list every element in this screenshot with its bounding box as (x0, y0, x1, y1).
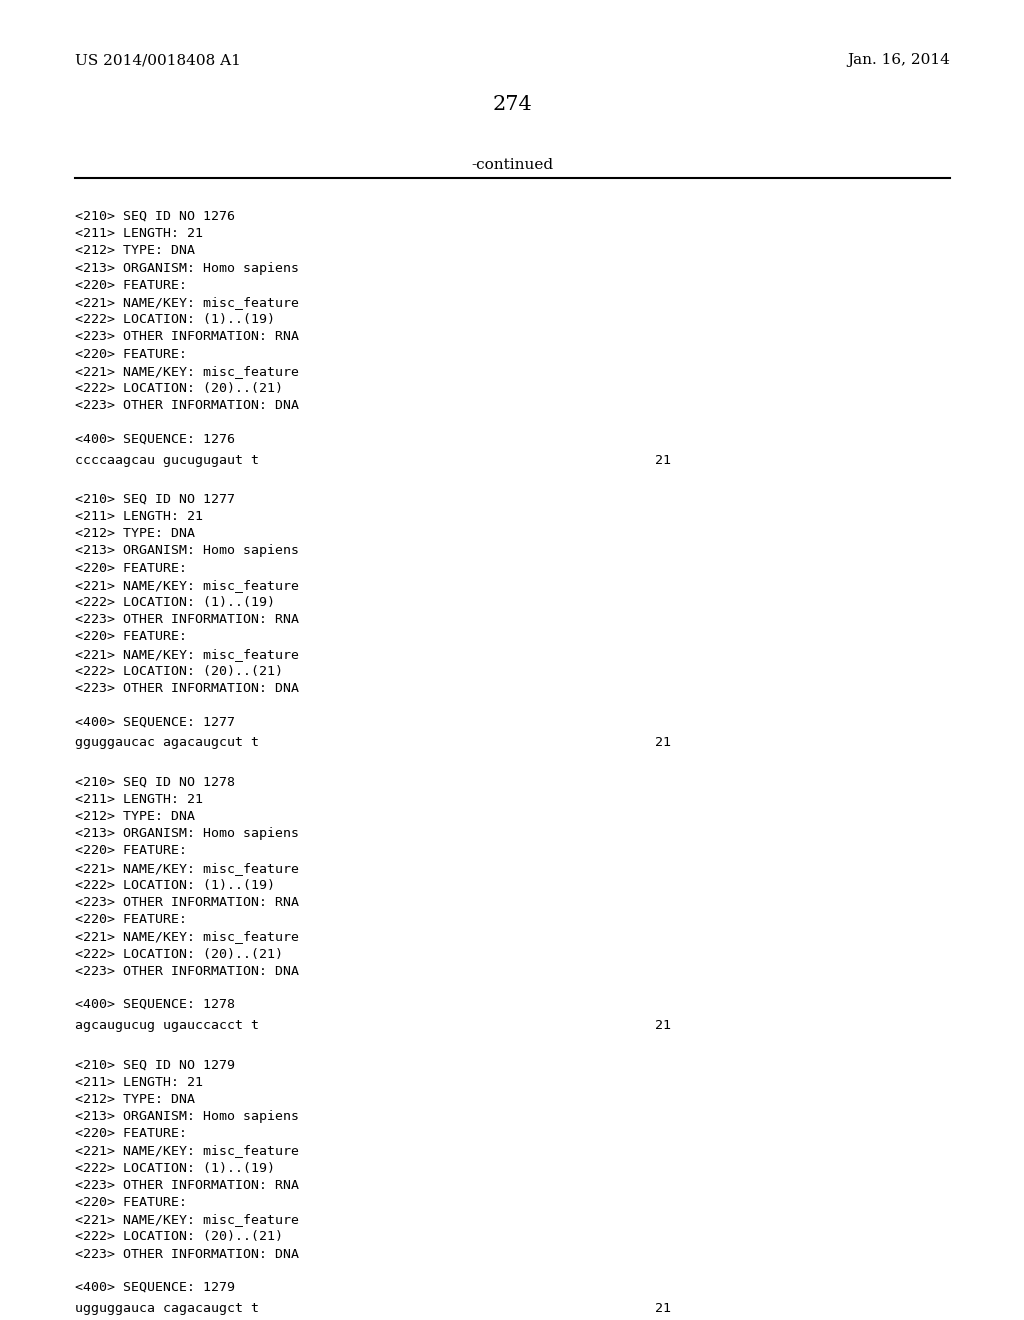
Text: <222> LOCATION: (1)..(19): <222> LOCATION: (1)..(19) (75, 879, 275, 892)
Text: <212> TYPE: DNA: <212> TYPE: DNA (75, 244, 195, 257)
Text: <222> LOCATION: (1)..(19): <222> LOCATION: (1)..(19) (75, 597, 275, 609)
Text: <223> OTHER INFORMATION: DNA: <223> OTHER INFORMATION: DNA (75, 399, 299, 412)
Text: <400> SEQUENCE: 1276: <400> SEQUENCE: 1276 (75, 433, 234, 445)
Text: <221> NAME/KEY: misc_feature: <221> NAME/KEY: misc_feature (75, 1144, 299, 1158)
Text: <220> FEATURE:: <220> FEATURE: (75, 347, 187, 360)
Text: <222> LOCATION: (1)..(19): <222> LOCATION: (1)..(19) (75, 1162, 275, 1175)
Text: <213> ORGANISM: Homo sapiens: <213> ORGANISM: Homo sapiens (75, 261, 299, 275)
Text: <210> SEQ ID NO 1278: <210> SEQ ID NO 1278 (75, 776, 234, 788)
Text: <400> SEQUENCE: 1277: <400> SEQUENCE: 1277 (75, 715, 234, 729)
Text: <222> LOCATION: (20)..(21): <222> LOCATION: (20)..(21) (75, 381, 283, 395)
Text: <212> TYPE: DNA: <212> TYPE: DNA (75, 1093, 195, 1106)
Text: <221> NAME/KEY: misc_feature: <221> NAME/KEY: misc_feature (75, 1213, 299, 1226)
Text: <213> ORGANISM: Homo sapiens: <213> ORGANISM: Homo sapiens (75, 544, 299, 557)
Text: <221> NAME/KEY: misc_feature: <221> NAME/KEY: misc_feature (75, 578, 299, 591)
Text: <221> NAME/KEY: misc_feature: <221> NAME/KEY: misc_feature (75, 364, 299, 378)
Text: Jan. 16, 2014: Jan. 16, 2014 (847, 53, 950, 67)
Text: <212> TYPE: DNA: <212> TYPE: DNA (75, 527, 195, 540)
Text: 21: 21 (655, 454, 671, 466)
Text: ugguggauca cagacaugct t: ugguggauca cagacaugct t (75, 1302, 259, 1315)
Text: <211> LENGTH: 21: <211> LENGTH: 21 (75, 510, 203, 523)
Text: <220> FEATURE:: <220> FEATURE: (75, 561, 187, 574)
Text: <210> SEQ ID NO 1277: <210> SEQ ID NO 1277 (75, 492, 234, 506)
Text: <211> LENGTH: 21: <211> LENGTH: 21 (75, 1076, 203, 1089)
Text: <213> ORGANISM: Homo sapiens: <213> ORGANISM: Homo sapiens (75, 828, 299, 841)
Text: <220> FEATURE:: <220> FEATURE: (75, 1127, 187, 1140)
Text: <221> NAME/KEY: misc_feature: <221> NAME/KEY: misc_feature (75, 862, 299, 875)
Text: gguggaucac agacaugcut t: gguggaucac agacaugcut t (75, 737, 259, 750)
Text: <211> LENGTH: 21: <211> LENGTH: 21 (75, 793, 203, 805)
Text: <220> FEATURE:: <220> FEATURE: (75, 631, 187, 643)
Text: <222> LOCATION: (20)..(21): <222> LOCATION: (20)..(21) (75, 1230, 283, 1243)
Text: <222> LOCATION: (1)..(19): <222> LOCATION: (1)..(19) (75, 313, 275, 326)
Text: <223> OTHER INFORMATION: RNA: <223> OTHER INFORMATION: RNA (75, 614, 299, 626)
Text: 21: 21 (655, 1302, 671, 1315)
Text: <223> OTHER INFORMATION: DNA: <223> OTHER INFORMATION: DNA (75, 965, 299, 978)
Text: <221> NAME/KEY: misc_feature: <221> NAME/KEY: misc_feature (75, 648, 299, 660)
Text: <400> SEQUENCE: 1278: <400> SEQUENCE: 1278 (75, 998, 234, 1011)
Text: <221> NAME/KEY: misc_feature: <221> NAME/KEY: misc_feature (75, 296, 299, 309)
Text: -continued: -continued (471, 158, 553, 172)
Text: 21: 21 (655, 737, 671, 750)
Text: <220> FEATURE:: <220> FEATURE: (75, 279, 187, 292)
Text: <210> SEQ ID NO 1276: <210> SEQ ID NO 1276 (75, 210, 234, 223)
Text: <211> LENGTH: 21: <211> LENGTH: 21 (75, 227, 203, 240)
Text: ccccaagcau gucugugaut t: ccccaagcau gucugugaut t (75, 454, 259, 466)
Text: <223> OTHER INFORMATION: DNA: <223> OTHER INFORMATION: DNA (75, 682, 299, 696)
Text: <223> OTHER INFORMATION: DNA: <223> OTHER INFORMATION: DNA (75, 1247, 299, 1261)
Text: <223> OTHER INFORMATION: RNA: <223> OTHER INFORMATION: RNA (75, 896, 299, 909)
Text: US 2014/0018408 A1: US 2014/0018408 A1 (75, 53, 241, 67)
Text: <210> SEQ ID NO 1279: <210> SEQ ID NO 1279 (75, 1059, 234, 1072)
Text: <221> NAME/KEY: misc_feature: <221> NAME/KEY: misc_feature (75, 931, 299, 944)
Text: <220> FEATURE:: <220> FEATURE: (75, 913, 187, 927)
Text: agcaugucug ugauccacct t: agcaugucug ugauccacct t (75, 1019, 259, 1032)
Text: <212> TYPE: DNA: <212> TYPE: DNA (75, 810, 195, 822)
Text: <222> LOCATION: (20)..(21): <222> LOCATION: (20)..(21) (75, 665, 283, 677)
Text: <220> FEATURE:: <220> FEATURE: (75, 845, 187, 858)
Text: <223> OTHER INFORMATION: RNA: <223> OTHER INFORMATION: RNA (75, 330, 299, 343)
Text: <223> OTHER INFORMATION: RNA: <223> OTHER INFORMATION: RNA (75, 1179, 299, 1192)
Text: <222> LOCATION: (20)..(21): <222> LOCATION: (20)..(21) (75, 948, 283, 961)
Text: <400> SEQUENCE: 1279: <400> SEQUENCE: 1279 (75, 1280, 234, 1294)
Text: 274: 274 (493, 95, 531, 114)
Text: 21: 21 (655, 1019, 671, 1032)
Text: <220> FEATURE:: <220> FEATURE: (75, 1196, 187, 1209)
Text: <213> ORGANISM: Homo sapiens: <213> ORGANISM: Homo sapiens (75, 1110, 299, 1123)
